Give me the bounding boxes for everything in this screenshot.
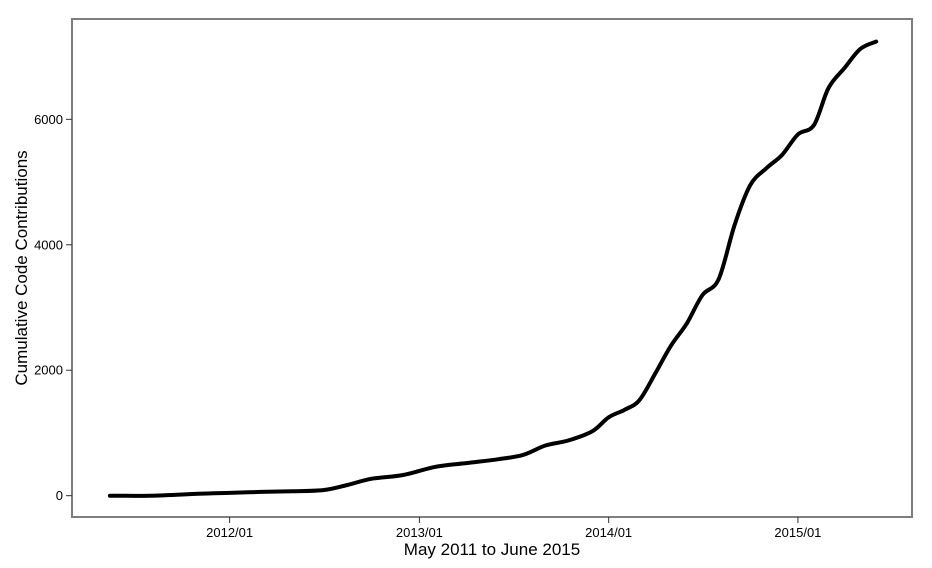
y-axis-ticks: 0 2000 4000 6000: [34, 112, 72, 503]
x-tick-label: 2015/01: [774, 525, 821, 540]
y-tick-label: 2000: [34, 363, 63, 378]
y-tick-label: 4000: [34, 237, 63, 252]
plot-frame: [71, 18, 913, 518]
x-axis-ticks: 2012/01 2013/01 2014/01 2015/01: [206, 517, 821, 540]
x-tick-label: 2014/01: [585, 525, 632, 540]
y-tick-label: 6000: [34, 112, 63, 127]
cumulative-contributions-line: [107, 39, 879, 498]
y-tick-label: 0: [56, 488, 63, 503]
x-axis-title: May 2011 to June 2015: [404, 540, 580, 559]
x-tick-label: 2012/01: [206, 525, 253, 540]
y-axis-title: Cumulative Code Contributions: [12, 150, 31, 385]
x-tick-label: 2013/01: [396, 525, 443, 540]
